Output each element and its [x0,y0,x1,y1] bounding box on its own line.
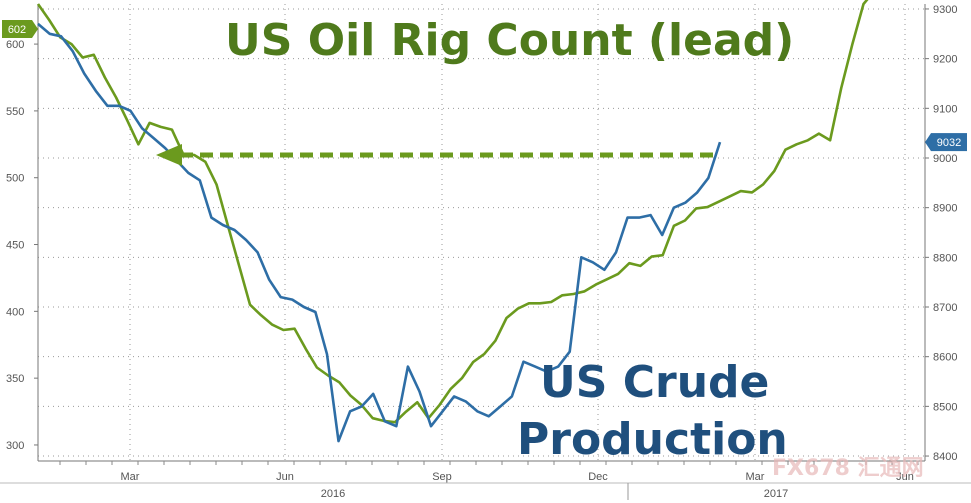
y-left-tick-label: 550 [6,106,24,118]
x-year-label: 2016 [321,488,345,500]
y-right-tick-label: 8700 [933,302,957,314]
x-year-label: 2017 [764,488,788,500]
y-right-tick-label: 8500 [933,401,957,413]
x-tick-label: Mar [746,471,765,483]
ticks: 300 350 400 450 500 550 600 8400 8500 8600 8700 880… [6,4,957,500]
x-tick-label: Mar [121,471,140,483]
y-left-tick-label: 400 [6,306,24,318]
y-right-tick-label: 9000 [933,153,957,165]
series-line [37,22,722,443]
y-left-tick-label: 450 [6,240,24,252]
reference-line [156,143,720,166]
y-right-tick-label: 9200 [933,54,957,66]
y-left-tick-label: 500 [6,173,24,185]
reference-arrowhead [156,143,182,166]
last-value-badge-left-tip [32,20,38,38]
last-value-badge-right [931,133,967,152]
y-left-tick-label: 350 [6,373,24,385]
chart-annotation: US Crude Production [517,357,788,465]
y-left-tick-label: 600 [6,39,24,51]
x-tick-label: Jun [276,471,294,483]
y-right-tick-label: 9300 [933,4,957,16]
y-left-tick-label: 300 [6,440,24,452]
last-value-badge-left [2,20,32,38]
x-tick-label: Sep [432,471,452,483]
y-right-tick-label: 9100 [933,103,957,115]
last-value-label-right: 9032 [937,137,961,149]
last-value-label-left: 602 [8,24,26,36]
annotation-line-1: US Crude [540,357,769,408]
x-tick-label: Jun [896,471,914,483]
last-value-badge-right-tip [925,133,931,152]
chart-title: US Oil Rig Count (lead) [225,15,794,66]
grid [38,4,925,461]
y-right-tick-label: 8600 [933,352,957,364]
axes [0,4,971,500]
y-right-tick-label: 8800 [933,252,957,264]
y-right-tick-label: 8900 [933,203,957,215]
watermark: FX678 汇通网 [772,456,924,481]
y-right-tick-label: 8400 [933,451,957,463]
badges: 602 9032 [2,20,967,152]
annotation-line-2: Production [517,414,788,465]
x-tick-label: Dec [588,471,608,483]
